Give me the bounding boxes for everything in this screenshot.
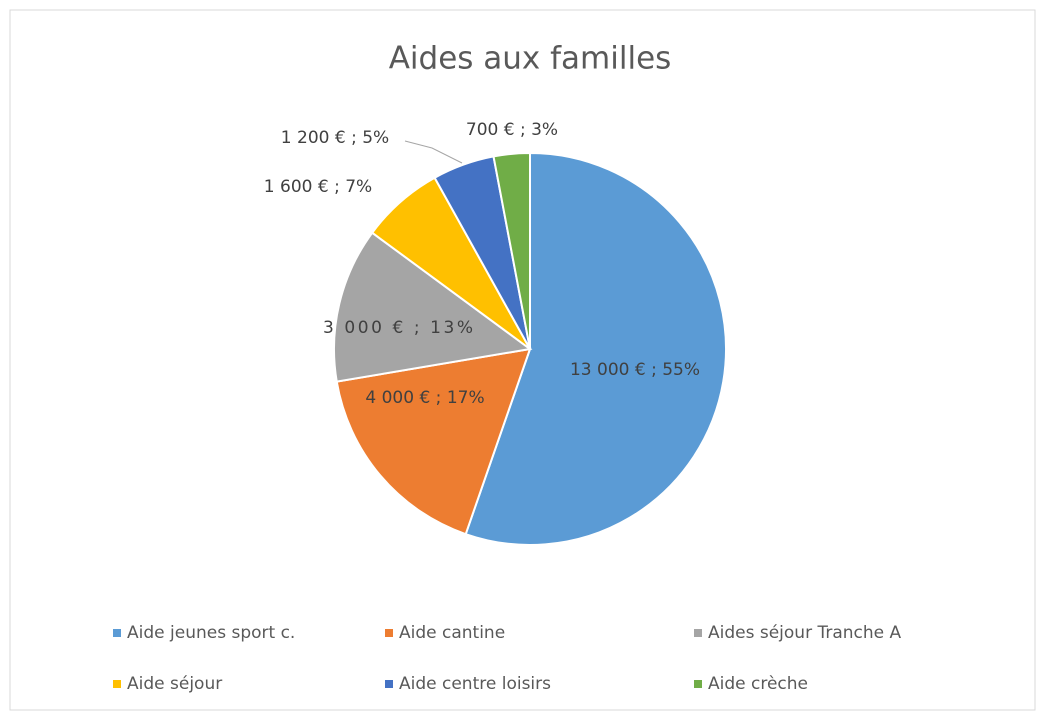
legend-label: Aide centre loisirs — [399, 674, 551, 694]
legend-swatch — [385, 629, 393, 637]
chart-title: Aides aux familles — [389, 41, 672, 77]
pie-slice — [335, 347, 532, 536]
leader-line — [404, 140, 463, 164]
legend-label: Aides séjour Tranche A — [708, 623, 902, 643]
legend-swatch — [113, 680, 121, 688]
data-label: 1 600 € ; 7% — [264, 177, 372, 197]
legend-swatch — [113, 629, 121, 637]
legend-swatch — [694, 680, 702, 688]
legend-swatch — [694, 629, 702, 637]
legend-label: Aide jeunes sport c. — [127, 623, 295, 643]
data-label: 4 000 € ; 17% — [365, 388, 484, 408]
legend-label: Aide séjour — [127, 674, 222, 694]
data-label: 700 € ; 3% — [466, 120, 558, 140]
data-label: 13 000 € ; 55% — [570, 360, 700, 380]
pie-slice — [333, 231, 533, 383]
pie-slice — [492, 151, 531, 350]
legend-swatch — [385, 680, 393, 688]
data-label: 3 000 € ; 13% — [323, 318, 473, 338]
legend-label: Aide cantine — [399, 623, 505, 643]
data-label: 1 200 € ; 5% — [281, 128, 389, 148]
legend-label: Aide crèche — [708, 674, 808, 694]
